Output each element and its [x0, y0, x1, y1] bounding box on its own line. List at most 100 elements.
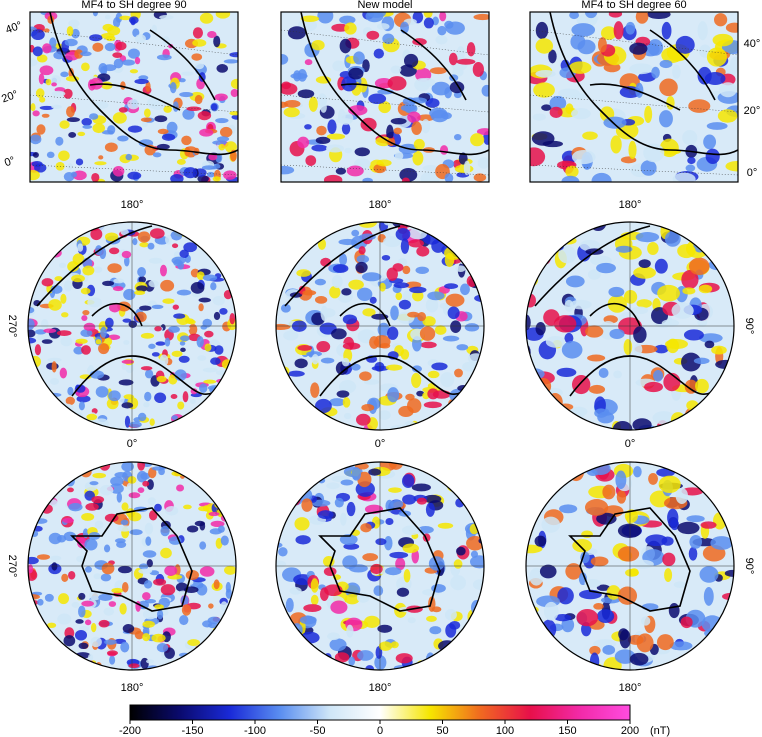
anomaly-blob	[427, 370, 440, 379]
colorbar-tick-label: 50	[436, 725, 448, 737]
anomaly-blob	[348, 279, 364, 290]
anomaly-blob	[385, 364, 403, 371]
anomaly-blob	[721, 466, 734, 481]
anomaly-blob	[314, 462, 333, 474]
colorbar-tick-label: 200	[621, 725, 639, 737]
anomaly-blob	[297, 136, 310, 149]
anomaly-blob	[378, 410, 391, 420]
anomaly-blob	[162, 298, 175, 304]
anomaly-blob	[121, 462, 134, 472]
anomaly-blob	[675, 35, 695, 54]
anomaly-blob	[207, 622, 218, 629]
anomaly-blob	[638, 72, 656, 82]
anomaly-blob	[183, 227, 198, 235]
anomaly-blob	[134, 290, 146, 296]
anomaly-blob	[408, 239, 424, 248]
anomaly-blob	[122, 624, 135, 634]
anomaly-blob	[431, 362, 448, 371]
anomaly-blob	[127, 99, 140, 110]
anomaly-blob	[467, 489, 476, 505]
anomaly-blob	[395, 227, 411, 241]
north-polar-map	[526, 222, 734, 430]
anomaly-blob	[177, 401, 185, 410]
anomaly-blob	[416, 497, 427, 505]
anomaly-blob	[120, 641, 130, 653]
anomaly-blob	[85, 503, 99, 511]
anomaly-blob	[113, 58, 124, 69]
anomaly-blob	[160, 279, 175, 292]
anomaly-blob	[128, 663, 140, 669]
anomaly-blob	[351, 467, 362, 481]
anomaly-blob	[712, 230, 734, 243]
anomaly-blob	[148, 280, 159, 288]
anomaly-blob	[548, 49, 557, 64]
anomaly-blob	[346, 501, 356, 517]
anomaly-blob	[295, 535, 311, 545]
anomaly-blob	[294, 517, 310, 531]
anomaly-blob	[589, 645, 601, 656]
anomaly-blob	[160, 264, 167, 277]
anomaly-blob	[561, 175, 580, 182]
anomaly-blob	[139, 305, 152, 311]
anomaly-blob	[470, 550, 479, 558]
anomaly-blob	[39, 96, 46, 103]
anomaly-blob	[445, 21, 465, 35]
anomaly-blob	[198, 303, 204, 312]
anomaly-blob	[227, 655, 236, 666]
anomaly-blob	[680, 616, 693, 629]
anomaly-blob	[402, 543, 419, 554]
anomaly-blob	[338, 380, 357, 394]
anomaly-blob	[390, 641, 399, 649]
longitude-label: 180°	[619, 199, 642, 211]
anomaly-blob	[178, 355, 190, 363]
south-polar-map	[28, 462, 236, 670]
anomaly-blob	[378, 641, 393, 651]
anomaly-blob	[432, 390, 451, 399]
anomaly-blob	[677, 521, 700, 535]
anomaly-blob	[142, 592, 151, 601]
anomaly-blob	[210, 357, 221, 365]
anomaly-blob	[673, 581, 687, 588]
anomaly-blob	[41, 397, 57, 410]
anomaly-blob	[207, 31, 217, 38]
anomaly-blob	[558, 245, 577, 264]
anomaly-blob	[186, 661, 200, 667]
anomaly-blob	[447, 306, 460, 320]
anomaly-blob	[191, 53, 203, 61]
anomaly-blob	[434, 325, 447, 335]
anomaly-blob	[315, 223, 334, 231]
anomaly-blob	[175, 664, 184, 670]
anomaly-blob	[725, 22, 738, 33]
anomaly-blob	[404, 103, 418, 114]
anomaly-blob	[332, 264, 349, 273]
anomaly-blob	[570, 33, 586, 50]
longitude-label: 0°	[127, 438, 138, 450]
anomaly-blob	[185, 661, 199, 669]
anomaly-blob	[534, 535, 547, 547]
anomaly-blob	[294, 358, 308, 369]
anomaly-blob	[82, 124, 93, 129]
anomaly-blob	[383, 236, 402, 248]
anomaly-blob	[569, 425, 583, 430]
anomaly-blob	[617, 546, 640, 562]
anomaly-blob	[304, 124, 312, 130]
anomaly-blob	[558, 462, 577, 475]
anomaly-blob	[710, 536, 733, 550]
anomaly-blob	[385, 517, 394, 526]
anomaly-blob	[448, 52, 458, 66]
anomaly-blob	[704, 627, 727, 639]
anomaly-blob	[228, 379, 236, 389]
anomaly-blob	[320, 305, 328, 321]
anomaly-blob	[154, 392, 167, 404]
anomaly-blob	[299, 481, 318, 487]
anomaly-blob	[571, 149, 596, 165]
anomaly-blob	[202, 367, 218, 373]
anomaly-blob	[151, 466, 165, 471]
anomaly-blob	[212, 295, 225, 306]
anomaly-blob	[140, 657, 149, 669]
anomaly-blob	[313, 665, 327, 670]
anomaly-blob	[196, 271, 205, 281]
anomaly-blob	[470, 462, 480, 470]
anomaly-blob	[194, 225, 204, 232]
anomaly-blob	[719, 249, 734, 262]
